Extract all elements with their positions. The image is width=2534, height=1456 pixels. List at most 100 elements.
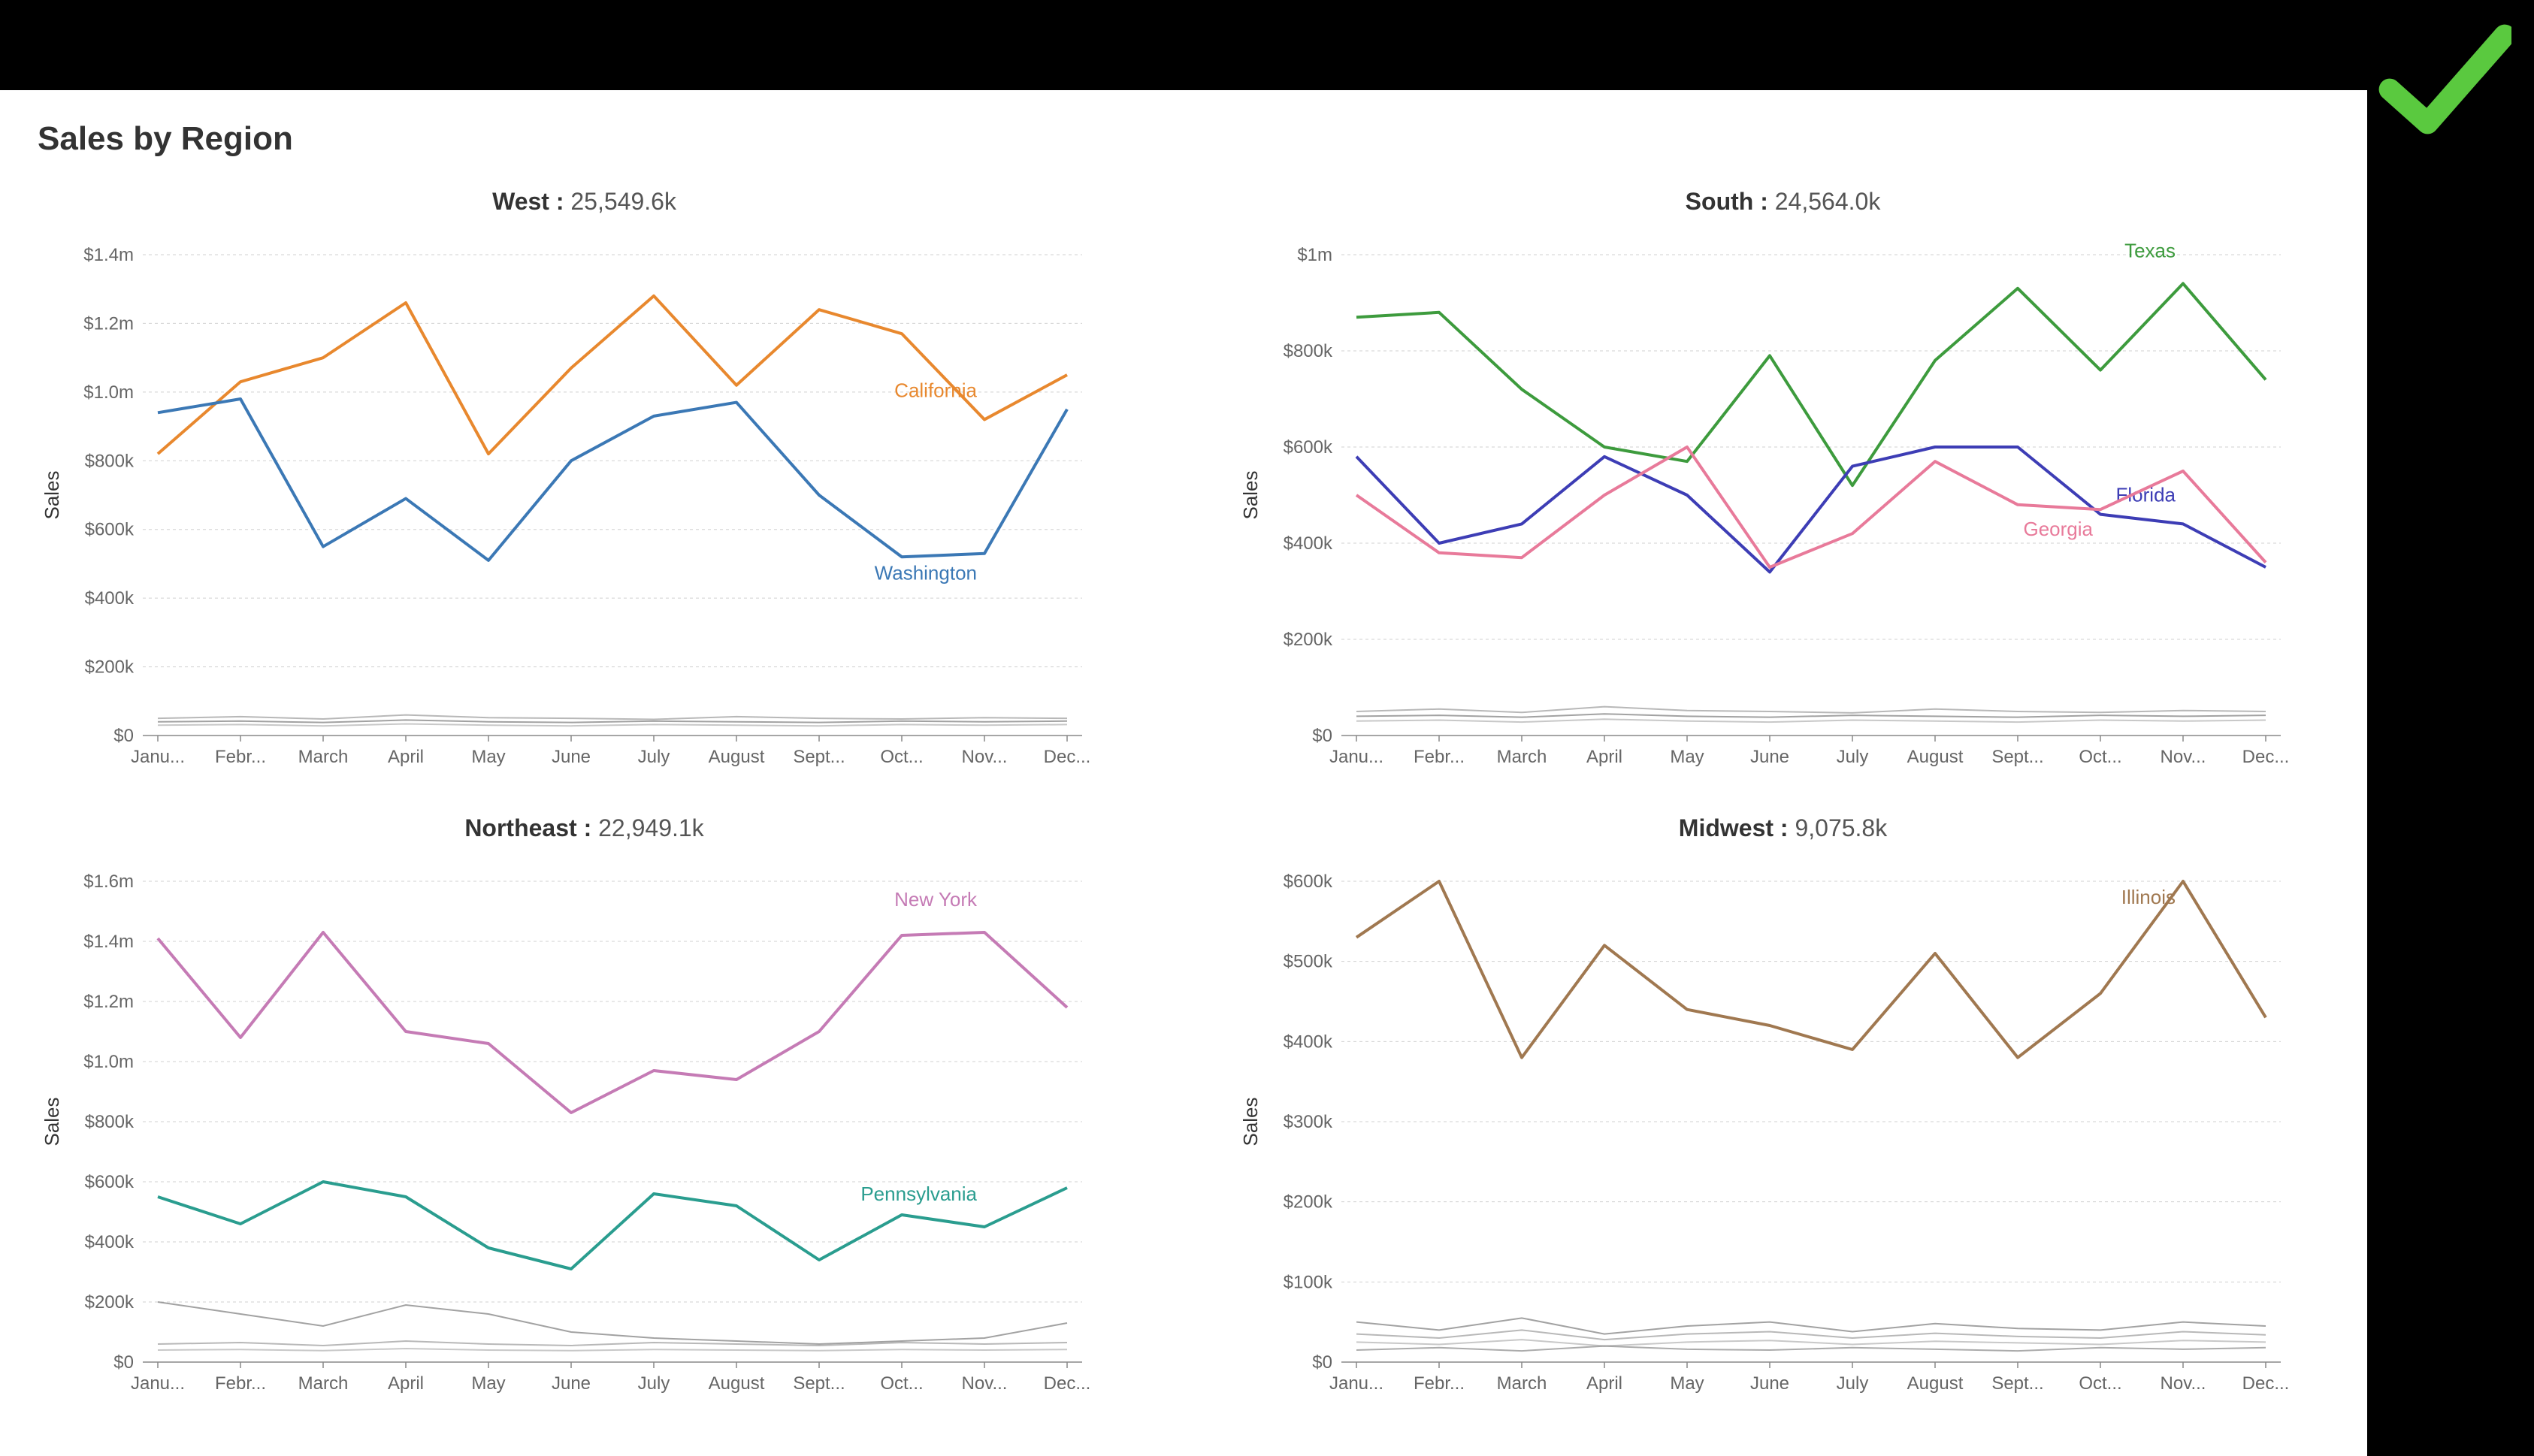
y-tick-label: $1.4m: [83, 932, 134, 952]
y-tick-label: $1.6m: [83, 871, 134, 892]
x-tick-label: August: [709, 1373, 765, 1394]
y-tick-label: $1m: [1297, 245, 1332, 265]
x-tick-label: June: [1750, 747, 1789, 767]
chart-value-label: 24,564.0k: [1775, 188, 1881, 215]
y-tick-label: $300k: [1284, 1112, 1333, 1132]
x-tick-label: March: [298, 747, 349, 767]
chart-region-label: Midwest :: [1679, 814, 1795, 841]
y-tick-label: $0: [113, 726, 134, 746]
background-series-line: [158, 715, 1067, 720]
chart-value-label: 9,075.8k: [1795, 814, 1887, 841]
x-tick-label: Oct...: [2079, 747, 2121, 767]
series-label: Illinois: [2121, 886, 2176, 908]
x-tick-label: May: [471, 747, 505, 767]
outer-container: Sales by Region West : 25,549.6k $0 $200k $…: [0, 0, 2534, 1456]
x-tick-label: Janu...: [131, 747, 185, 767]
x-tick-label: Febr...: [215, 747, 266, 767]
chart-title: Northeast : 22,949.1k: [464, 814, 703, 842]
x-tick-label: March: [298, 1373, 349, 1394]
chart-value-label: 25,549.6k: [570, 188, 676, 215]
page-title: Sales by Region: [38, 120, 2330, 158]
series-label: Texas: [2124, 239, 2176, 261]
chart-midwest: Midwest : 9,075.8k$0$100k$200k$300k$400k…: [1236, 814, 2330, 1411]
y-tick-label: $200k: [1284, 630, 1333, 650]
chart-region-label: West :: [492, 188, 570, 215]
chart-title: Midwest : 9,075.8k: [1679, 814, 1887, 842]
chart-plot: $0$200k$400k$600k$800k$1mJanu...Febr...M…: [1236, 225, 2330, 784]
x-tick-label: August: [709, 747, 765, 767]
chart-region-label: South :: [1686, 188, 1775, 215]
x-tick-label: Nov...: [2161, 1373, 2206, 1394]
x-tick-label: Janu...: [131, 1373, 185, 1394]
x-tick-label: April: [388, 1373, 424, 1394]
series-label: Pennsylvania: [860, 1183, 977, 1205]
x-tick-label: April: [1586, 747, 1622, 767]
y-tick-label: $1.2m: [83, 313, 134, 334]
chart-plot: $0$200k$400k$600k$800k$1.0m$1.2m$1.4mJan…: [38, 225, 1131, 784]
y-tick-label: $200k: [85, 657, 135, 678]
series-label: New York: [894, 888, 978, 911]
x-tick-label: July: [638, 747, 670, 767]
x-tick-label: June: [552, 747, 591, 767]
y-tick-label: $800k: [1284, 341, 1333, 361]
x-tick-label: Febr...: [1414, 747, 1465, 767]
dashboard-page: Sales by Region West : 25,549.6k $0 $200k $…: [0, 90, 2367, 1456]
x-tick-label: Dec...: [2242, 747, 2290, 767]
background-series-line: [1356, 707, 2266, 713]
y-tick-label: $200k: [85, 1292, 135, 1313]
chart-plot: $0$200k$400k$600k$800k$1.0m$1.2m$1.4m$1.…: [38, 851, 1131, 1411]
x-tick-label: Nov...: [962, 1373, 1008, 1394]
y-tick-label: $0: [1312, 1352, 1332, 1373]
x-tick-label: Sept...: [1991, 747, 2043, 767]
x-tick-label: July: [638, 1373, 670, 1394]
checkmark-icon: [2376, 15, 2511, 150]
y-axis-label: Sales: [41, 1097, 63, 1146]
background-series-line: [158, 720, 1067, 722]
x-tick-label: August: [1907, 747, 1964, 767]
background-series-line: [1356, 1330, 2266, 1340]
series-line-texas: [1356, 283, 2266, 485]
y-tick-label: $600k: [85, 520, 135, 540]
series-label: Washington: [875, 562, 977, 585]
y-tick-label: $0: [1312, 726, 1332, 746]
x-tick-label: May: [1670, 747, 1704, 767]
x-tick-label: July: [1837, 747, 1869, 767]
x-tick-label: Dec...: [1044, 1373, 1091, 1394]
series-line-new-york: [158, 932, 1067, 1113]
chart-plot: $0$100k$200k$300k$400k$500k$600kJanu...F…: [1236, 851, 2330, 1411]
chart-value-label: 22,949.1k: [598, 814, 704, 841]
background-series-line: [1356, 1340, 2266, 1346]
x-tick-label: August: [1907, 1373, 1964, 1394]
x-tick-label: July: [1837, 1373, 1869, 1394]
y-tick-label: $600k: [1284, 437, 1333, 458]
x-tick-label: Nov...: [962, 747, 1008, 767]
background-series-line: [158, 1341, 1067, 1346]
x-tick-label: Janu...: [1329, 1373, 1383, 1394]
y-tick-label: $1.4m: [83, 245, 134, 265]
y-tick-label: $800k: [85, 451, 135, 471]
x-tick-label: May: [1670, 1373, 1704, 1394]
x-tick-label: June: [552, 1373, 591, 1394]
series-line-florida: [1356, 447, 2266, 572]
chart-title: South : 24,564.0k: [1686, 188, 1881, 216]
series-label: Georgia: [2024, 518, 2094, 540]
y-tick-label: $500k: [1284, 952, 1333, 972]
background-series-line: [158, 1349, 1067, 1351]
y-tick-label: $100k: [1284, 1272, 1333, 1292]
series-line-california: [158, 296, 1067, 454]
series-line-georgia: [1356, 447, 2266, 567]
y-tick-label: $400k: [85, 588, 135, 609]
x-tick-label: April: [1586, 1373, 1622, 1394]
x-tick-label: Febr...: [215, 1373, 266, 1394]
y-tick-label: $1.2m: [83, 992, 134, 1012]
y-tick-label: $600k: [1284, 871, 1333, 892]
background-series-line: [158, 1302, 1067, 1344]
x-tick-label: June: [1750, 1373, 1789, 1394]
x-tick-label: Janu...: [1329, 747, 1383, 767]
background-series-line: [1356, 714, 2266, 717]
chart-region-label: Northeast :: [464, 814, 598, 841]
x-tick-label: Febr...: [1414, 1373, 1465, 1394]
chart-west: West : 25,549.6k $0 $200k $400k $600k $800k $1…: [38, 188, 1131, 784]
background-series-line: [1356, 719, 2266, 722]
x-tick-label: Dec...: [2242, 1373, 2290, 1394]
